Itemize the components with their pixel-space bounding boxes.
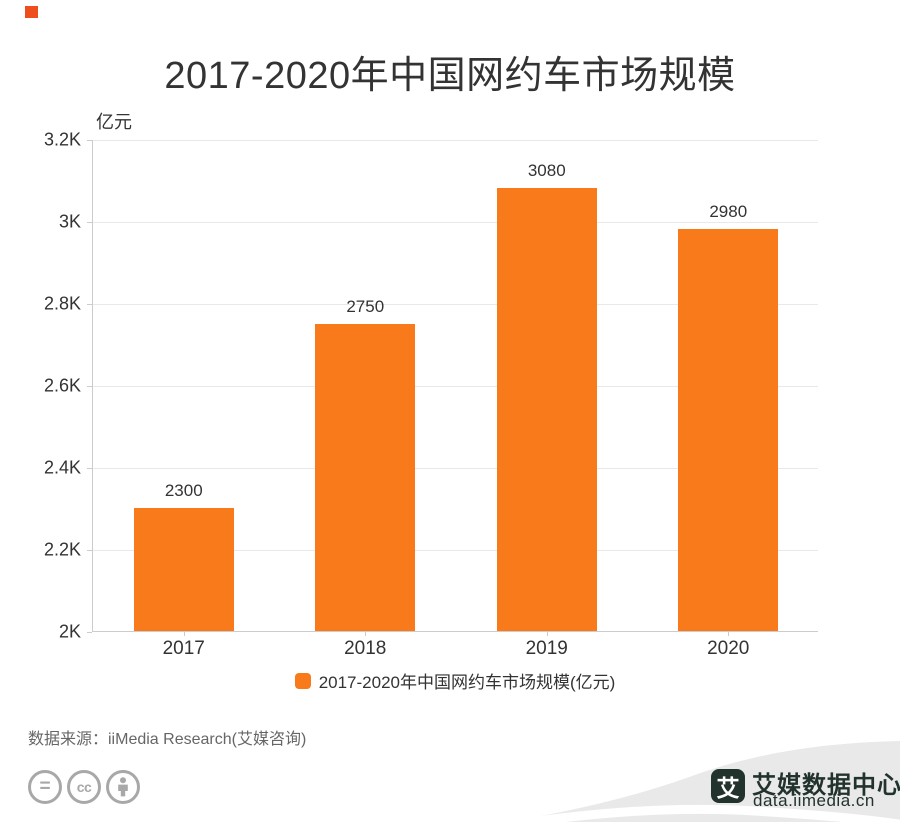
plot-area: 亿元 3.2K 3K 2.8K 2.6K 2.4K 2.2K 2K 2300 2017 2750 2… bbox=[44, 112, 818, 659]
gridline bbox=[93, 386, 818, 387]
bar-2018[interactable] bbox=[315, 323, 416, 631]
legend-label: 2017-2020年中国网约车市场规模(亿元) bbox=[318, 673, 616, 692]
corner-marker bbox=[25, 6, 38, 18]
y-tick-label: 2.8K bbox=[43, 293, 81, 314]
y-axis-tick bbox=[87, 140, 92, 141]
gridline bbox=[93, 550, 818, 551]
y-tick-label: 2.4K bbox=[43, 457, 81, 478]
y-axis-tick bbox=[87, 550, 92, 551]
brand-logo: 艾 bbox=[711, 769, 745, 803]
gridline bbox=[93, 222, 818, 223]
bar-2019[interactable] bbox=[496, 188, 597, 631]
data-source-note: 数据来源：iiMedia Research(艾媒咨询) bbox=[28, 731, 307, 748]
x-axis-tick bbox=[183, 631, 185, 636]
bar-value-label: 2750 bbox=[346, 296, 385, 316]
bar-2020[interactable] bbox=[678, 229, 779, 631]
y-tick-label: 2K bbox=[58, 621, 81, 642]
gridline bbox=[93, 140, 818, 141]
gridline bbox=[93, 304, 818, 305]
cc-icon: cc bbox=[67, 770, 101, 804]
x-axis-tick bbox=[546, 631, 548, 636]
legend-swatch bbox=[294, 672, 311, 689]
gridline bbox=[93, 468, 818, 469]
x-tick-label: 2017 bbox=[162, 638, 205, 659]
brand-domain-url: data.iimedia.cn bbox=[753, 791, 875, 810]
brand-name: 艾媒数据中心 bbox=[752, 772, 900, 799]
y-axis-tick bbox=[87, 632, 92, 633]
bar-value-label: 3080 bbox=[527, 161, 566, 181]
page-title: 2017-2020年中国网约车市场规模 bbox=[164, 55, 736, 97]
equals-icon: = bbox=[28, 770, 62, 804]
license-icons: = cc bbox=[28, 770, 140, 804]
y-axis-unit-label: 亿元 bbox=[96, 112, 132, 132]
x-tick-label: 2018 bbox=[344, 638, 387, 659]
y-axis-tick bbox=[87, 386, 92, 387]
bar-value-label: 2980 bbox=[709, 202, 748, 222]
wave-decoration bbox=[520, 741, 900, 822]
legend[interactable]: 2017-2020年中国网约车市场规模(亿元) bbox=[92, 668, 818, 693]
y-axis-tick bbox=[87, 304, 92, 305]
x-axis-tick bbox=[728, 631, 730, 636]
x-tick-label: 2019 bbox=[525, 638, 568, 659]
bar-value-label: 2300 bbox=[164, 481, 203, 500]
y-axis-tick bbox=[87, 468, 92, 469]
x-tick-label: 2020 bbox=[707, 638, 750, 659]
y-tick-label: 2.2K bbox=[43, 539, 81, 560]
y-tick-label: 3.2K bbox=[43, 129, 81, 150]
bar-2017[interactable] bbox=[133, 508, 234, 631]
y-tick-label: 2.6K bbox=[43, 375, 81, 396]
person-icon bbox=[106, 770, 140, 804]
y-axis-tick bbox=[87, 222, 92, 223]
y-tick-label: 3K bbox=[58, 211, 81, 232]
x-axis-tick bbox=[365, 631, 367, 636]
